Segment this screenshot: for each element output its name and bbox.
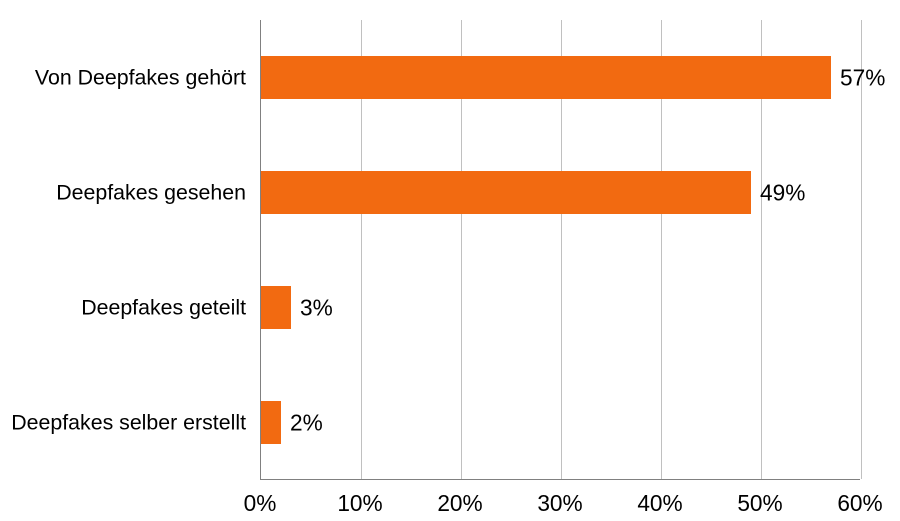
bar	[261, 401, 281, 445]
bar	[261, 286, 291, 330]
x-tick-label: 20%	[437, 490, 482, 517]
x-tick-label: 30%	[537, 490, 582, 517]
x-tick-label: 10%	[337, 490, 382, 517]
category-label: Von Deepfakes gehört	[35, 65, 246, 90]
data-label: 3%	[300, 294, 333, 321]
x-tick-label: 50%	[737, 490, 782, 517]
x-tick-label: 60%	[837, 490, 882, 517]
data-label: 2%	[290, 409, 323, 436]
bar	[261, 56, 831, 100]
bar	[261, 171, 751, 215]
data-label: 57%	[840, 64, 885, 91]
category-label: Deepfakes selber erstellt	[11, 410, 246, 435]
category-label: Deepfakes geteilt	[81, 295, 246, 320]
deepfakes-awareness-chart: 0% 10% 20% 30% 40% 50% 60% Von Deepfakes gehört…	[0, 0, 900, 521]
x-tick-label: 0%	[244, 490, 277, 517]
x-tick-label: 40%	[637, 490, 682, 517]
category-label: Deepfakes gesehen	[56, 180, 246, 205]
plot-area	[260, 20, 860, 480]
data-label: 49%	[760, 179, 805, 206]
